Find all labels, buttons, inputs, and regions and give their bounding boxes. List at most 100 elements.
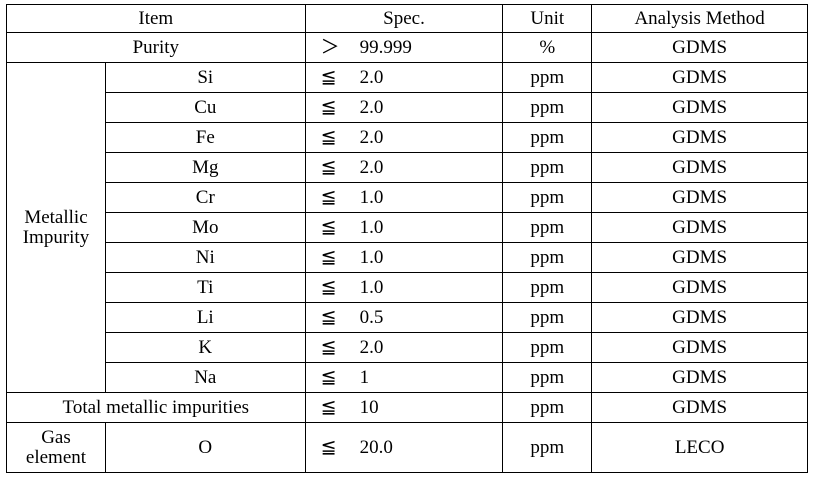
total-spec: ≦ 10 xyxy=(304,392,504,423)
metallic-impurity-label: Metallic Impurity xyxy=(6,62,106,393)
gas-element-label-line2: element xyxy=(25,446,87,468)
total-label: Total metallic impurities xyxy=(6,392,306,423)
element-name: Fe xyxy=(104,122,306,153)
total-unit: ppm xyxy=(502,392,593,423)
element-spec: ≦ 1.0 xyxy=(304,272,504,303)
impurity-row: Mg ≦ 2.0 ppm GDMS xyxy=(7,152,808,183)
element-spec: ≦ 0.5 xyxy=(304,302,504,333)
comparison-operator: ≦ xyxy=(320,276,337,298)
element-method: GDMS xyxy=(591,212,808,243)
element-spec: ≦ 2.0 xyxy=(304,92,504,123)
element-name: Si xyxy=(104,62,306,93)
element-spec: ≦ 1.0 xyxy=(304,212,504,243)
element-unit: ppm xyxy=(502,242,593,273)
element-name: Cu xyxy=(104,92,306,123)
spec-value: 10 xyxy=(359,396,379,418)
gas-element-name: O xyxy=(104,422,306,473)
impurity-row: Na ≦ 1 ppm GDMS xyxy=(7,362,808,393)
element-unit: ppm xyxy=(502,152,593,183)
element-unit: ppm xyxy=(502,332,593,363)
gas-element-label-line1: Gas xyxy=(41,426,71,448)
element-unit: ppm xyxy=(502,122,593,153)
element-unit: ppm xyxy=(502,92,593,123)
impurity-row: Ti ≦ 1.0 ppm GDMS xyxy=(7,272,808,303)
spec-value: 2.0 xyxy=(359,156,384,178)
metallic-impurity-label-line1: Metallic xyxy=(24,206,88,228)
spec-value: 1 xyxy=(359,366,370,388)
comparison-operator: ≦ xyxy=(320,126,337,148)
element-spec: ≦ 1 xyxy=(304,362,504,393)
impurity-row: Cr ≦ 1.0 ppm GDMS xyxy=(7,182,808,213)
gas-element-label: Gas element xyxy=(6,422,106,473)
element-spec: ≦ 2.0 xyxy=(304,332,504,363)
purity-spec: ＞ 99.999 xyxy=(304,32,504,63)
element-unit: ppm xyxy=(502,182,593,213)
element-spec: ≦ 2.0 xyxy=(304,62,504,93)
comparison-operator: ≦ xyxy=(320,336,337,358)
element-name: Ni xyxy=(104,242,306,273)
element-spec: ≦ 1.0 xyxy=(304,182,504,213)
element-spec: ≦ 1.0 xyxy=(304,242,504,273)
impurity-row: Metallic Impurity Si ≦ 2.0 ppm GDMS xyxy=(6,62,808,393)
element-method: GDMS xyxy=(591,242,808,273)
total-row: Total metallic impurities ≦ 10 ppm GDMS xyxy=(6,392,808,423)
element-spec: ≦ 2.0 xyxy=(304,152,504,183)
element-unit: ppm xyxy=(502,62,593,93)
gas-method: LECO xyxy=(591,422,808,473)
comparison-operator: ≦ xyxy=(320,96,337,118)
spec-table: Item Spec. Unit Analysis Method Purity ＞… xyxy=(6,4,808,473)
element-name: Na xyxy=(104,362,306,393)
element-method: GDMS xyxy=(591,122,808,153)
spec-value: 99.999 xyxy=(359,36,412,58)
element-method: GDMS xyxy=(591,62,808,93)
impurity-row: Li ≦ 0.5 ppm GDMS xyxy=(7,302,808,333)
comparison-operator: ≦ xyxy=(320,306,337,328)
spec-value: 2.0 xyxy=(359,336,384,358)
comparison-operator: ≦ xyxy=(320,66,337,88)
spec-value: 20.0 xyxy=(359,436,393,458)
comparison-operator: ＞ xyxy=(320,36,340,58)
comparison-operator: ≦ xyxy=(320,186,337,208)
impurity-row: Ni ≦ 1.0 ppm GDMS xyxy=(7,242,808,273)
element-method: GDMS xyxy=(591,362,808,393)
header-row: Item Spec. Unit Analysis Method xyxy=(6,4,808,33)
header-unit: Unit xyxy=(502,4,593,33)
spec-value: 1.0 xyxy=(359,276,384,298)
gas-spec: ≦ 20.0 xyxy=(304,422,504,473)
spec-value: 2.0 xyxy=(359,126,384,148)
header-item: Item xyxy=(6,4,306,33)
total-method: GDMS xyxy=(591,392,808,423)
spec-value: 0.5 xyxy=(359,306,384,328)
impurity-row: Cu ≦ 2.0 ppm GDMS xyxy=(7,92,808,123)
element-method: GDMS xyxy=(591,302,808,333)
spec-value: 1.0 xyxy=(359,246,384,268)
gas-row: Gas element O ≦ 20.0 ppm LECO xyxy=(6,422,808,473)
gas-unit: ppm xyxy=(502,422,593,473)
element-name: Mg xyxy=(104,152,306,183)
element-name: Li xyxy=(104,302,306,333)
header-method: Analysis Method xyxy=(591,4,808,33)
element-method: GDMS xyxy=(591,152,808,183)
spec-value: 2.0 xyxy=(359,66,384,88)
comparison-operator: ≦ xyxy=(320,246,337,268)
spec-value: 1.0 xyxy=(359,186,384,208)
element-method: GDMS xyxy=(591,92,808,123)
element-name: Ti xyxy=(104,272,306,303)
element-method: GDMS xyxy=(591,182,808,213)
element-unit: ppm xyxy=(502,212,593,243)
comparison-operator: ≦ xyxy=(320,396,337,418)
element-method: GDMS xyxy=(591,272,808,303)
comparison-operator: ≦ xyxy=(320,156,337,178)
header-spec: Spec. xyxy=(304,4,504,33)
purity-unit: % xyxy=(502,32,593,63)
purity-method: GDMS xyxy=(591,32,808,63)
element-unit: ppm xyxy=(502,272,593,303)
element-name: Cr xyxy=(104,182,306,213)
element-name: Mo xyxy=(104,212,306,243)
impurity-row: Fe ≦ 2.0 ppm GDMS xyxy=(7,122,808,153)
element-spec: ≦ 2.0 xyxy=(304,122,504,153)
impurity-row: Mo ≦ 1.0 ppm GDMS xyxy=(7,212,808,243)
element-method: GDMS xyxy=(591,332,808,363)
element-name: K xyxy=(104,332,306,363)
spec-value: 1.0 xyxy=(359,216,384,238)
